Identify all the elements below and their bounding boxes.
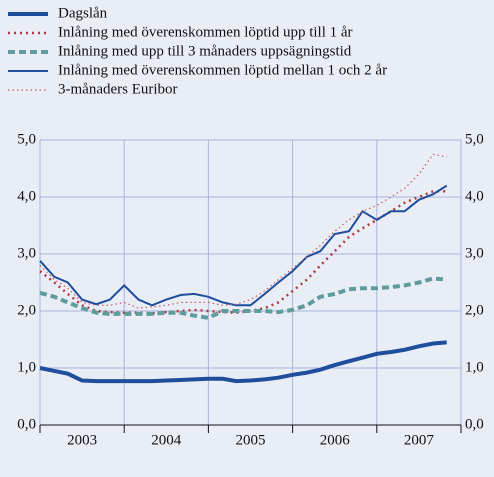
series-line	[39, 276, 447, 320]
series-line	[39, 340, 447, 384]
y-tick-label: 0,0	[17, 416, 36, 432]
y2-tick-label: 0,0	[465, 416, 484, 432]
x-tick-label: 2004	[151, 432, 182, 448]
y2-tick-label: 2,0	[465, 302, 484, 318]
x-tick-label: 2007	[404, 432, 435, 448]
legend-label: Inlåning med upp till 3 månaders uppsägn…	[58, 43, 352, 59]
legend-label: 3-månaders Euribor	[58, 81, 178, 97]
series-line	[39, 190, 447, 315]
y-tick-label: 2,0	[17, 302, 36, 318]
x-tick-label: 2005	[236, 432, 266, 448]
series-line	[39, 153, 447, 309]
legend-label: Inlåning med överenskommen löptid upp ti…	[58, 24, 353, 40]
x-tick-label: 2003	[67, 432, 97, 448]
y2-tick-label: 3,0	[465, 245, 484, 261]
y-tick-label: 5,0	[17, 131, 36, 147]
y2-tick-label: 1,0	[465, 359, 484, 375]
y2-tick-label: 4,0	[465, 188, 484, 204]
y-tick-label: 4,0	[17, 188, 36, 204]
y-tick-label: 3,0	[17, 245, 36, 261]
y-tick-label: 1,0	[17, 359, 36, 375]
x-tick-label: 2006	[320, 432, 351, 448]
y2-tick-label: 5,0	[465, 131, 484, 147]
legend-label: Dagslån	[58, 5, 108, 21]
legend-label: Inlåning med överenskommen löptid mellan…	[58, 62, 387, 78]
series-line	[39, 184, 448, 307]
